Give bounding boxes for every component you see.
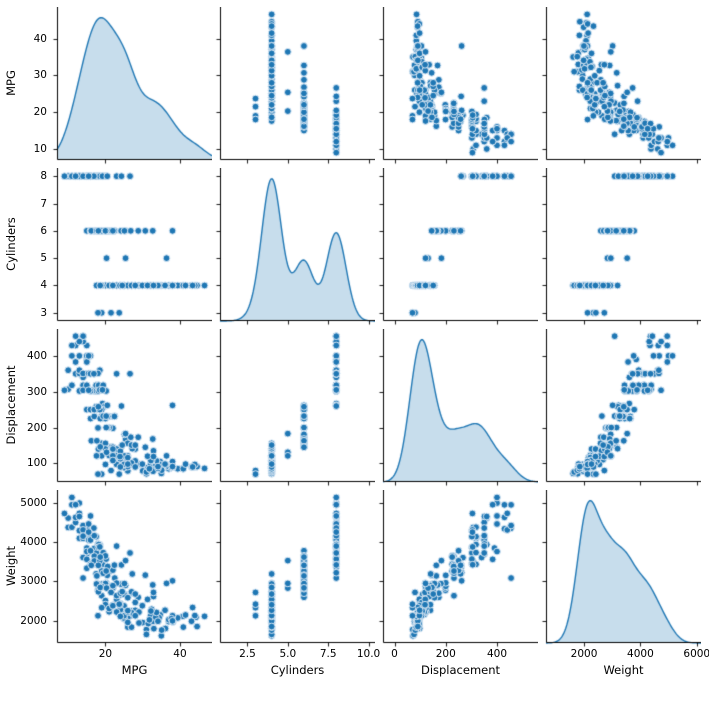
plot-canvas bbox=[212, 490, 375, 651]
x-tick-label: 4000 bbox=[627, 648, 654, 660]
y-tick-label: 20 bbox=[33, 106, 47, 119]
pairplot-cell-mpg-vs-weight bbox=[538, 7, 701, 168]
x-axis-title-weight: Weight bbox=[603, 663, 644, 677]
x-tick-label: 200 bbox=[435, 648, 456, 660]
y-tick-label: 40 bbox=[33, 32, 47, 45]
x-axis-title-cylinders: Cylinders bbox=[270, 663, 325, 677]
y-tick-label: 2000 bbox=[20, 614, 47, 627]
plot-canvas bbox=[49, 7, 212, 168]
x-axis-title-displacement: Displacement bbox=[420, 663, 501, 677]
y-tick-label: 5 bbox=[40, 252, 47, 265]
x-tick-label: 10.0 bbox=[356, 648, 381, 660]
y-tick-label: 10 bbox=[33, 142, 47, 155]
y-tick-label: 8 bbox=[40, 170, 47, 183]
y-tick-label: 5000 bbox=[20, 496, 47, 509]
pairplot-cell-weight-vs-cylinders bbox=[212, 490, 375, 651]
plot-canvas bbox=[49, 329, 212, 490]
x-tick-label: 20 bbox=[98, 648, 113, 660]
pairplot-cell-weight-vs-mpg bbox=[49, 490, 212, 651]
pairplot-cell-weight-vs-weight bbox=[538, 490, 701, 651]
y-tick-label: 7 bbox=[40, 197, 47, 210]
pairplot-cell-mpg-vs-mpg bbox=[49, 7, 212, 168]
x-tick-label: 6000 bbox=[683, 648, 709, 660]
pairplot-cell-displacement-vs-weight bbox=[538, 329, 701, 490]
x-tick-label: 5.0 bbox=[279, 648, 297, 660]
y-tick-label: 100 bbox=[26, 457, 47, 470]
y-tick-label: 30 bbox=[33, 69, 47, 82]
plot-canvas bbox=[212, 329, 375, 490]
y-tick-label: 6 bbox=[40, 224, 47, 237]
pairplot-cell-displacement-vs-mpg bbox=[49, 329, 212, 490]
y-tick-label: 300 bbox=[26, 385, 47, 398]
x-tick-label: 2000 bbox=[570, 648, 598, 660]
plot-canvas bbox=[49, 168, 212, 329]
x-axis-title-mpg: MPG bbox=[121, 663, 148, 677]
y-axis-title-cylinders: Cylinders bbox=[4, 217, 18, 271]
plot-canvas bbox=[375, 490, 538, 651]
plot-canvas bbox=[212, 168, 375, 329]
pairplot-cell-cylinders-vs-mpg bbox=[49, 168, 212, 329]
y-tick-label: 3000 bbox=[20, 575, 47, 588]
y-axis-title-mpg: MPG bbox=[4, 70, 18, 96]
pairplot-cell-displacement-vs-displacement bbox=[375, 329, 538, 490]
pairplot-cell-cylinders-vs-displacement bbox=[375, 168, 538, 329]
plot-canvas bbox=[538, 329, 701, 490]
plot-canvas bbox=[538, 7, 701, 168]
plot-canvas bbox=[375, 168, 538, 329]
y-tick-label: 4000 bbox=[20, 536, 47, 549]
pairplot-cell-displacement-vs-cylinders bbox=[212, 329, 375, 490]
pairplot-cell-mpg-vs-displacement bbox=[375, 7, 538, 168]
y-tick-label: 200 bbox=[26, 421, 47, 434]
y-tick-label: 400 bbox=[26, 349, 47, 362]
pairplot-cell-cylinders-vs-weight bbox=[538, 168, 701, 329]
plot-canvas bbox=[538, 168, 701, 329]
x-tick-label: 40 bbox=[173, 648, 187, 660]
y-tick-label: 3 bbox=[40, 306, 47, 319]
pairplot-cell-cylinders-vs-cylinders bbox=[212, 168, 375, 329]
x-tick-label: 0 bbox=[391, 648, 398, 660]
plot-canvas bbox=[375, 7, 538, 168]
y-tick-label: 4 bbox=[40, 279, 47, 292]
x-tick-label: 7.5 bbox=[319, 648, 337, 660]
x-tick-label: 2.5 bbox=[239, 648, 256, 660]
pairplot-cell-weight-vs-displacement bbox=[375, 490, 538, 651]
x-tick-label: 400 bbox=[486, 648, 508, 660]
plot-canvas bbox=[538, 490, 701, 651]
plot-canvas bbox=[49, 490, 212, 651]
plot-canvas bbox=[212, 7, 375, 168]
pairplot-cell-mpg-vs-cylinders bbox=[212, 7, 375, 168]
plot-canvas bbox=[375, 329, 538, 490]
